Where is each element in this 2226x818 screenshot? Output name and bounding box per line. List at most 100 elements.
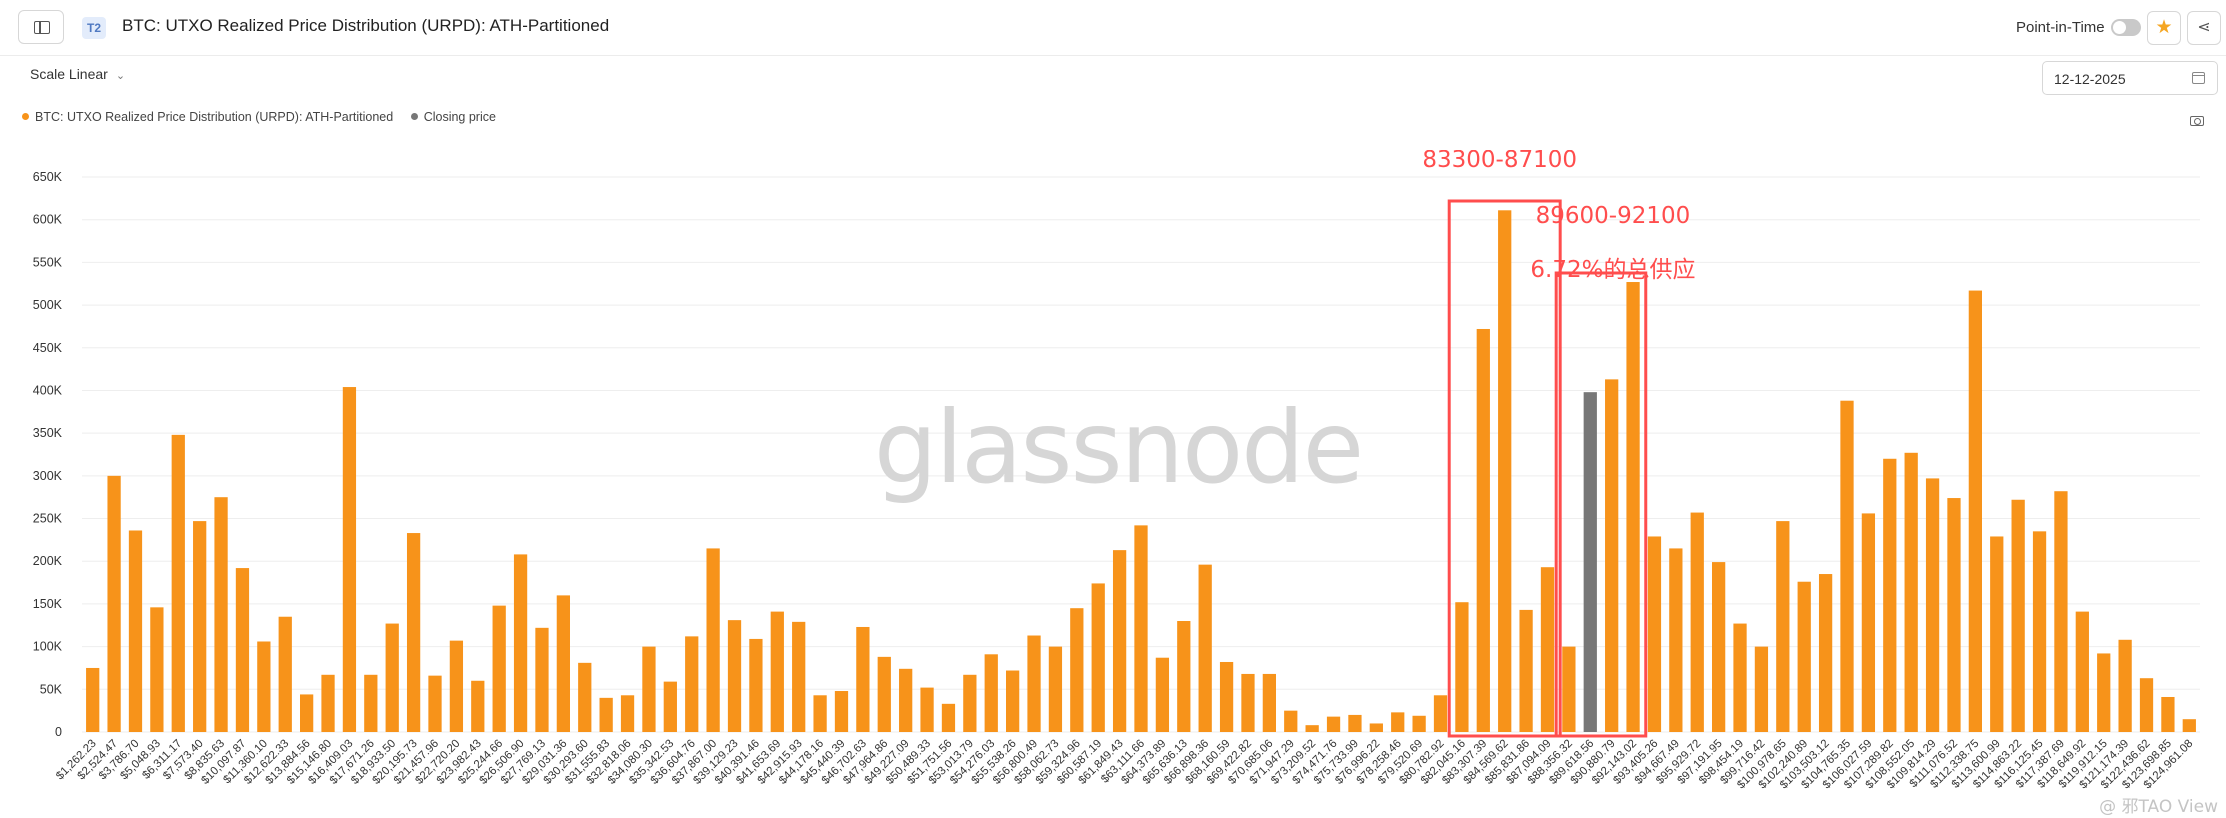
bar bbox=[321, 674, 335, 732]
bar bbox=[1091, 583, 1105, 732]
y-tick-label: 600K bbox=[33, 213, 63, 227]
favorite-button[interactable]: ★ bbox=[2147, 11, 2181, 45]
bar bbox=[1647, 536, 1662, 732]
bar bbox=[1369, 723, 1383, 732]
calendar-icon bbox=[2192, 72, 2205, 84]
bar bbox=[1155, 657, 1170, 732]
bar bbox=[2032, 531, 2047, 732]
annotation-box bbox=[1447, 199, 1562, 738]
bar bbox=[1883, 458, 1897, 732]
legend-item-closing-price[interactable]: Closing price bbox=[410, 110, 496, 124]
bar bbox=[1412, 715, 1426, 732]
bar bbox=[813, 695, 827, 732]
bar bbox=[1284, 710, 1298, 732]
bar bbox=[556, 595, 570, 732]
bar bbox=[1583, 392, 1597, 732]
bar bbox=[1027, 635, 1041, 732]
bar bbox=[193, 521, 207, 732]
urpd-bar-chart: 0 50K 100K 150K 200K 250K 300K 350K 400K 450K 500K… bbox=[33, 150, 2218, 817]
annotation-share: 6.72%的总供应 bbox=[1530, 257, 1695, 283]
bar bbox=[1070, 608, 1084, 732]
watermark-text: glassnode bbox=[874, 389, 1362, 506]
bar bbox=[1455, 602, 1469, 732]
bar bbox=[1498, 210, 1512, 733]
bar bbox=[1968, 290, 1982, 732]
bar bbox=[1198, 564, 1212, 732]
bar bbox=[257, 641, 271, 732]
bar bbox=[428, 675, 442, 732]
share-icon: ⋖ bbox=[2197, 19, 2211, 36]
bar bbox=[1605, 379, 1619, 732]
scale-select[interactable]: Scale Linear ⌄ bbox=[30, 66, 125, 90]
bar bbox=[1904, 452, 1918, 732]
bar bbox=[856, 626, 870, 732]
y-tick-label: 100K bbox=[33, 640, 63, 654]
bar bbox=[1733, 623, 1747, 732]
legend-label: Closing price bbox=[423, 110, 496, 124]
bar bbox=[749, 638, 763, 732]
bar bbox=[1112, 550, 1127, 732]
bar bbox=[1712, 562, 1726, 732]
toggle-knob bbox=[2113, 21, 2126, 34]
bar bbox=[171, 434, 185, 732]
bar bbox=[1925, 478, 1940, 732]
bar bbox=[2075, 611, 2089, 732]
annotation-range: 83300-87100 bbox=[1422, 150, 1577, 173]
chart-legend: BTC: UTXO Realized Price Distribution (U… bbox=[22, 110, 510, 124]
camera-icon[interactable] bbox=[2190, 116, 2204, 126]
sidebar-toggle-button[interactable] bbox=[18, 10, 64, 44]
share-button[interactable]: ⋖ bbox=[2187, 11, 2221, 45]
bar bbox=[385, 623, 399, 732]
bar bbox=[792, 621, 806, 732]
legend-dot bbox=[22, 113, 29, 120]
bar bbox=[1818, 574, 1833, 732]
annotation-box bbox=[1554, 271, 1648, 738]
y-tick-label: 50K bbox=[40, 682, 63, 696]
legend-item-urpd[interactable]: BTC: UTXO Realized Price Distribution (U… bbox=[22, 110, 393, 124]
bar bbox=[1797, 581, 1811, 732]
bar bbox=[2139, 678, 2154, 732]
bar bbox=[1391, 712, 1405, 732]
bar bbox=[685, 636, 699, 732]
bar bbox=[150, 607, 164, 732]
bar bbox=[2161, 696, 2175, 732]
bar bbox=[706, 548, 720, 732]
annotation-range: 89600-92100 bbox=[1536, 203, 1691, 229]
y-tick-label: 250K bbox=[33, 512, 63, 526]
bar bbox=[984, 654, 998, 732]
bar bbox=[1048, 646, 1063, 732]
y-tick-label: 350K bbox=[33, 426, 63, 440]
bar bbox=[1433, 695, 1448, 732]
bar bbox=[1626, 282, 1640, 732]
bar bbox=[1177, 621, 1191, 732]
bar bbox=[578, 662, 592, 732]
y-tick-label: 150K bbox=[33, 597, 63, 611]
bar bbox=[899, 668, 913, 732]
bar bbox=[1348, 714, 1362, 732]
bar bbox=[727, 620, 742, 732]
page-title: BTC: UTXO Realized Price Distribution (U… bbox=[122, 16, 610, 35]
bar bbox=[1262, 673, 1276, 732]
bar bbox=[1241, 673, 1255, 732]
bar bbox=[620, 695, 635, 732]
bar bbox=[1476, 328, 1490, 732]
point-in-time-toggle[interactable] bbox=[2111, 19, 2141, 36]
bar bbox=[1776, 521, 1790, 732]
bar bbox=[86, 667, 100, 732]
y-tick-label: 450K bbox=[33, 341, 63, 355]
bar bbox=[235, 568, 250, 732]
bar bbox=[128, 530, 143, 732]
bar bbox=[1947, 498, 1961, 732]
bar bbox=[1861, 513, 1876, 732]
bar bbox=[107, 475, 121, 732]
bar bbox=[1754, 646, 1769, 732]
bar bbox=[278, 616, 292, 732]
bar bbox=[1219, 661, 1234, 732]
bar bbox=[214, 497, 228, 732]
date-input[interactable]: 12-12-2025 bbox=[2042, 61, 2218, 95]
bar bbox=[513, 554, 528, 732]
top-bar: T2 BTC: UTXO Realized Price Distribution… bbox=[0, 0, 2226, 56]
bar bbox=[2097, 653, 2111, 732]
y-tick-label: 650K bbox=[33, 170, 63, 184]
sidebar-icon bbox=[34, 21, 50, 34]
